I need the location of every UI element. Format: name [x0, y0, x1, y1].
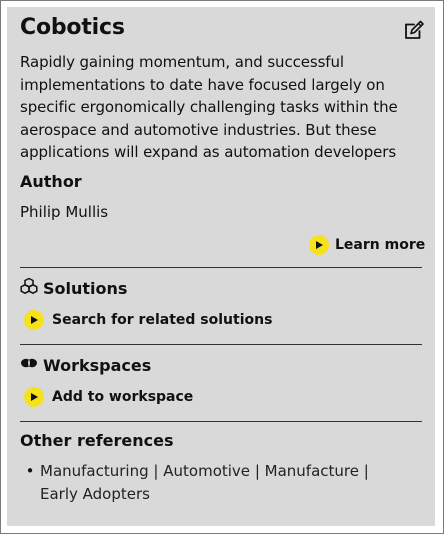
divider — [20, 344, 422, 345]
learn-more-label: Learn more — [335, 237, 426, 253]
list-item: Manufacturing | Automotive | Manufacture… — [40, 460, 410, 505]
edit-icon[interactable] — [403, 19, 425, 41]
play-icon — [24, 387, 44, 407]
play-icon — [309, 235, 329, 255]
reference-link-manufacture[interactable]: Manufacture — [264, 462, 359, 480]
list-bullet: • — [25, 462, 35, 480]
separator: | — [254, 462, 260, 480]
workspaces-heading-label: Workspaces — [43, 355, 152, 375]
workspaces-icon — [20, 354, 38, 376]
divider — [20, 267, 422, 268]
search-related-solutions-button[interactable]: Search for related solutions — [24, 310, 272, 330]
search-related-solutions-label: Search for related solutions — [52, 312, 273, 328]
solutions-heading: Solutions — [20, 277, 127, 299]
card-description: Rapidly gaining momentum, and successful… — [20, 53, 398, 162]
reference-link-early-adopters[interactable]: Early Adopters — [40, 484, 150, 503]
separator: | — [153, 462, 159, 480]
cubes-icon — [20, 277, 38, 299]
author-heading: Author — [20, 172, 82, 191]
reference-link-manufacturing[interactable]: Manufacturing — [40, 462, 149, 480]
workspaces-heading: Workspaces — [20, 354, 151, 376]
other-references-heading: Other references — [20, 431, 174, 450]
add-to-workspace-label: Add to workspace — [52, 389, 194, 405]
add-to-workspace-button[interactable]: Add to workspace — [24, 387, 193, 407]
separator: | — [363, 462, 369, 480]
card-title: Cobotics — [20, 15, 125, 40]
author-name: Philip Mullis — [20, 203, 109, 221]
reference-link-automotive[interactable]: Automotive — [163, 462, 251, 480]
card-panel: Cobotics Rapidly gaining momentum, and s… — [7, 7, 435, 526]
solutions-heading-label: Solutions — [43, 278, 128, 298]
play-icon — [24, 310, 44, 330]
references-list: • Manufacturing | Automotive | Manufactu… — [20, 460, 422, 505]
divider — [20, 421, 422, 422]
learn-more-button[interactable]: Learn more — [309, 235, 425, 255]
